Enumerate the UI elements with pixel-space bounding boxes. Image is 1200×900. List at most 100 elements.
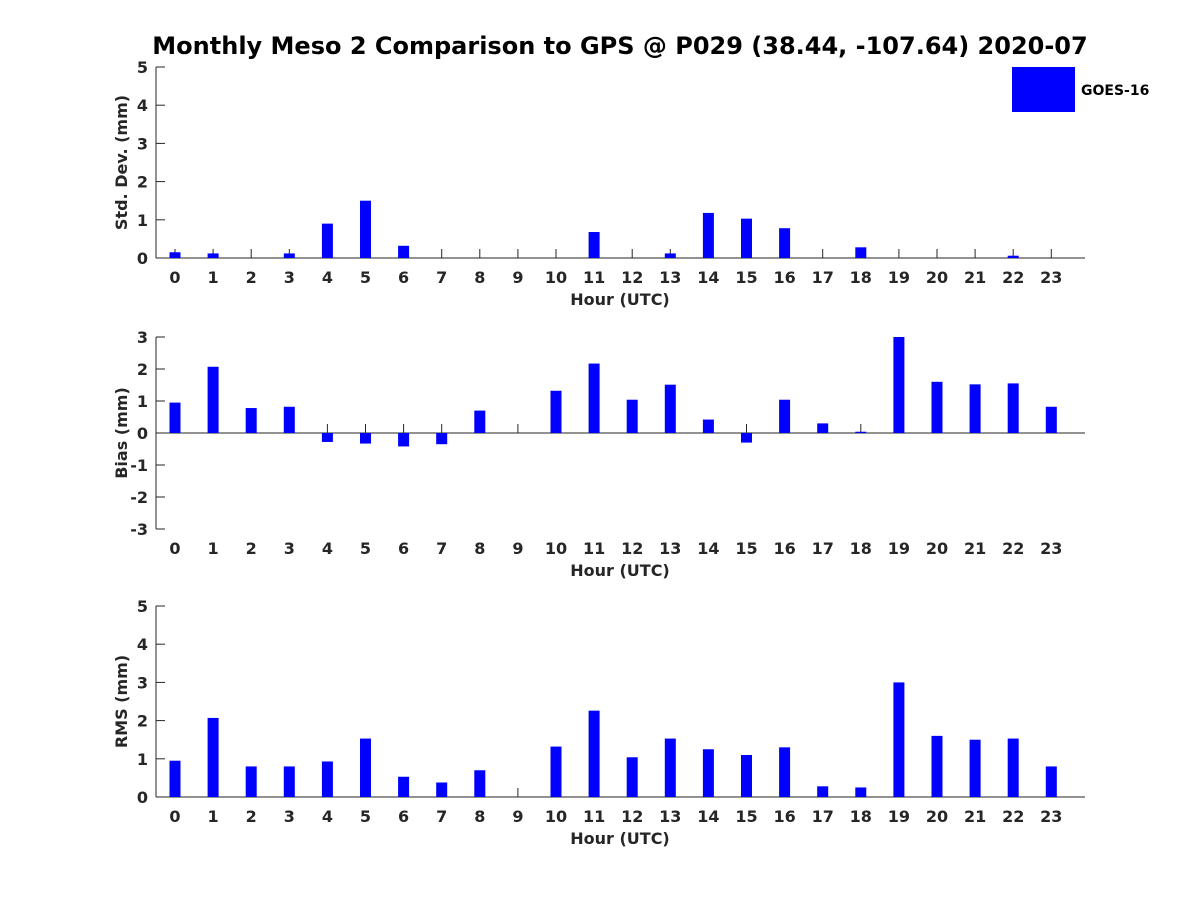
x-tick-label: 7 [436, 539, 447, 558]
x-tick-label: 7 [436, 268, 447, 287]
x-axis-label: Hour (UTC) [570, 561, 670, 580]
y-tick-label: 0 [137, 788, 148, 807]
y-tick-label: 4 [137, 635, 148, 654]
x-tick-label: 18 [850, 539, 872, 558]
y-axis-label: Bias (mm) [112, 387, 131, 479]
x-tick-label: 2 [246, 539, 257, 558]
x-tick-label: 16 [773, 268, 795, 287]
x-axis-label: Hour (UTC) [570, 290, 670, 309]
x-tick-label: 22 [1002, 268, 1024, 287]
bar-hour-14 [702, 419, 714, 433]
bar-hour-21 [969, 739, 981, 797]
x-tick-label: 5 [360, 268, 371, 287]
x-tick-label: 16 [773, 539, 795, 558]
bar-hour-18 [855, 247, 867, 258]
x-tick-label: 12 [621, 539, 643, 558]
bar-hour-4 [321, 761, 333, 797]
bar-hour-5 [360, 738, 371, 797]
bar-hour-1 [207, 717, 219, 797]
chart-title: Monthly Meso 2 Comparison to GPS @ P029 … [152, 32, 1087, 60]
x-tick-label: 6 [398, 807, 409, 826]
x-tick-label: 3 [284, 539, 295, 558]
x-tick-label: 11 [583, 268, 605, 287]
x-tick-label: 0 [169, 268, 180, 287]
bar-hour-4 [321, 223, 333, 258]
bar-hour-14 [702, 749, 714, 797]
bar-hour-2 [245, 766, 257, 797]
x-tick-label: 13 [659, 268, 681, 287]
x-tick-label: 7 [436, 807, 447, 826]
x-tick-label: 1 [208, 539, 219, 558]
bar-hour-3 [283, 766, 295, 797]
x-tick-label: 3 [284, 268, 295, 287]
x-tick-label: 1 [208, 807, 219, 826]
bar-hour-16 [779, 399, 791, 433]
x-tick-label: 4 [322, 539, 333, 558]
bar-hour-8 [474, 770, 486, 797]
x-tick-label: 1 [208, 268, 219, 287]
bar-hour-1 [207, 366, 219, 433]
bar-hour-13 [664, 384, 676, 433]
x-tick-label: 0 [169, 539, 180, 558]
x-tick-label: 23 [1040, 268, 1062, 287]
bar-hour-13 [664, 253, 676, 258]
bar-hour-6 [398, 245, 410, 258]
x-tick-label: 20 [926, 539, 948, 558]
bar-hour-16 [779, 228, 791, 258]
bar-hour-15 [741, 433, 752, 443]
bar-hour-18 [855, 431, 867, 433]
x-tick-label: 19 [888, 807, 910, 826]
x-tick-label: 10 [545, 539, 567, 558]
y-tick-label: 3 [137, 328, 148, 347]
x-tick-label: 5 [360, 807, 371, 826]
bar-hour-14 [702, 212, 714, 258]
x-tick-label: 18 [850, 268, 872, 287]
bar-hour-7 [436, 433, 448, 445]
y-tick-label: 3 [137, 134, 148, 153]
bar-hour-11 [588, 232, 600, 258]
x-tick-label: 19 [888, 268, 910, 287]
x-tick-label: 11 [583, 807, 605, 826]
y-tick-label: 5 [137, 597, 148, 616]
y-tick-label: 2 [137, 173, 148, 192]
bar-hour-23 [1045, 406, 1057, 433]
x-tick-label: 21 [964, 807, 986, 826]
bar-hour-15 [741, 218, 752, 258]
x-tick-label: 18 [850, 807, 872, 826]
y-tick-label: 1 [137, 211, 148, 230]
bar-hour-11 [588, 363, 600, 433]
bar-hour-22 [1007, 255, 1019, 258]
y-tick-label: -3 [130, 520, 148, 539]
bar-hour-1 [207, 253, 219, 258]
bar-hour-2 [245, 408, 257, 433]
x-tick-label: 23 [1040, 539, 1062, 558]
legend: GOES-16 [1012, 67, 1149, 112]
x-tick-label: 5 [360, 539, 371, 558]
x-tick-label: 13 [659, 539, 681, 558]
x-tick-label: 14 [697, 268, 719, 287]
x-tick-label: 4 [322, 807, 333, 826]
x-tick-label: 8 [474, 807, 485, 826]
x-tick-label: 22 [1002, 539, 1024, 558]
bar-hour-5 [360, 433, 371, 444]
x-tick-label: 9 [512, 539, 523, 558]
bar-hour-0 [169, 760, 181, 797]
x-tick-label: 20 [926, 268, 948, 287]
y-tick-label: 0 [137, 424, 148, 443]
x-tick-label: 9 [512, 807, 523, 826]
x-tick-label: 2 [246, 268, 257, 287]
bar-hour-13 [664, 738, 676, 797]
x-tick-label: 8 [474, 268, 485, 287]
bar-hour-0 [169, 402, 181, 433]
x-tick-label: 10 [545, 807, 567, 826]
bar-hour-12 [626, 399, 638, 433]
bar-hour-6 [398, 776, 410, 797]
x-tick-label: 15 [735, 539, 757, 558]
y-tick-label: 2 [137, 712, 148, 731]
bar-hour-20 [931, 735, 943, 797]
x-tick-label: 4 [322, 268, 333, 287]
bar-hour-10 [550, 746, 562, 797]
x-tick-label: 8 [474, 539, 485, 558]
